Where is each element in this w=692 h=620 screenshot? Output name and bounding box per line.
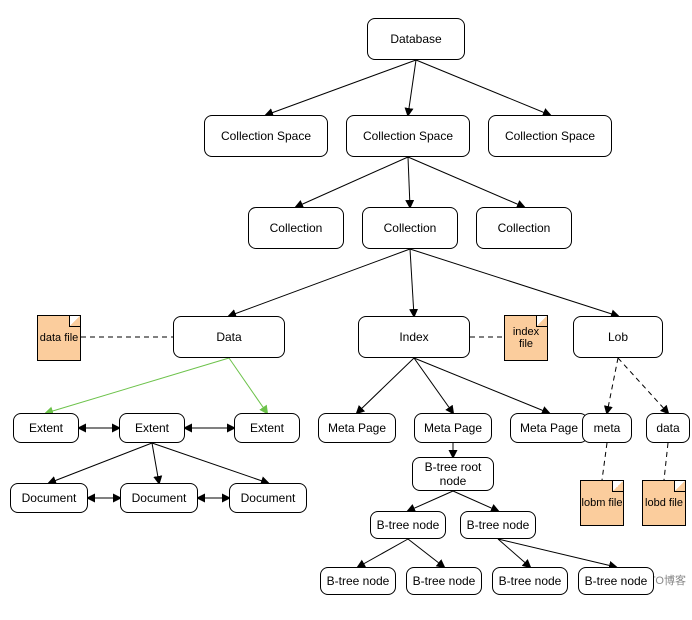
node-bl4: B-tree node: [578, 567, 654, 595]
node-meta: meta: [582, 413, 632, 443]
edge-ext2-doc2: [152, 443, 159, 483]
node-ext3: Extent: [234, 413, 300, 443]
edge-db-cs1: [266, 60, 416, 115]
note-if: index file: [504, 315, 548, 361]
node-ldata: data: [646, 413, 690, 443]
edge-bn2-bl3: [498, 539, 530, 567]
node-doc3: Document: [229, 483, 307, 513]
edge-index-mp2: [414, 358, 453, 413]
node-ext2: Extent: [119, 413, 185, 443]
diagram-canvas: @51CTO博客 DatabaseCollection SpaceCollect…: [0, 0, 692, 620]
edge-index-mp3: [414, 358, 549, 413]
edge-c2-data: [229, 249, 410, 316]
node-bl1: B-tree node: [320, 567, 396, 595]
note-df: data file: [37, 315, 81, 361]
edges-layer: [0, 0, 692, 620]
node-c1: Collection: [248, 207, 344, 249]
edge-ext2-doc3: [152, 443, 268, 483]
edge-broot-bn1: [408, 491, 453, 511]
node-lob: Lob: [573, 316, 663, 358]
edge-db-cs3: [416, 60, 550, 115]
edge-ldata-note:ld: [664, 443, 668, 480]
edge-data-ext1: [46, 358, 229, 413]
node-mp2: Meta Page: [414, 413, 492, 443]
edge-cs2-c3: [408, 157, 524, 207]
node-data: Data: [173, 316, 285, 358]
node-c2: Collection: [362, 207, 458, 249]
edge-meta-note:lm: [602, 443, 607, 480]
node-mp1: Meta Page: [318, 413, 396, 443]
edge-broot-bn2: [453, 491, 498, 511]
node-doc2: Document: [120, 483, 198, 513]
edge-index-mp1: [357, 358, 414, 413]
edge-cs2-c2: [408, 157, 410, 207]
node-bn2: B-tree node: [460, 511, 536, 539]
edge-bn1-bl2: [408, 539, 444, 567]
note-ld: lobd file: [642, 480, 686, 526]
edge-bn1-bl1: [358, 539, 408, 567]
note-lm: lobm file: [580, 480, 624, 526]
node-cs2: Collection Space: [346, 115, 470, 157]
node-broot: B-tree root node: [412, 457, 494, 491]
edge-c2-index: [410, 249, 414, 316]
edge-ext2-doc1: [49, 443, 152, 483]
node-bl2: B-tree node: [406, 567, 482, 595]
node-index: Index: [358, 316, 470, 358]
edge-lob-meta: [607, 358, 618, 413]
node-mp3: Meta Page: [510, 413, 588, 443]
edge-bn2-bl4: [498, 539, 616, 567]
node-bn1: B-tree node: [370, 511, 446, 539]
edge-c2-lob: [410, 249, 618, 316]
node-doc1: Document: [10, 483, 88, 513]
node-ext1: Extent: [13, 413, 79, 443]
node-c3: Collection: [476, 207, 572, 249]
edge-data-ext3: [229, 358, 267, 413]
node-cs3: Collection Space: [488, 115, 612, 157]
node-db: Database: [367, 18, 465, 60]
edge-cs2-c1: [296, 157, 408, 207]
node-cs1: Collection Space: [204, 115, 328, 157]
node-bl3: B-tree node: [492, 567, 568, 595]
edge-db-cs2: [408, 60, 416, 115]
edge-lob-ldata: [618, 358, 668, 413]
